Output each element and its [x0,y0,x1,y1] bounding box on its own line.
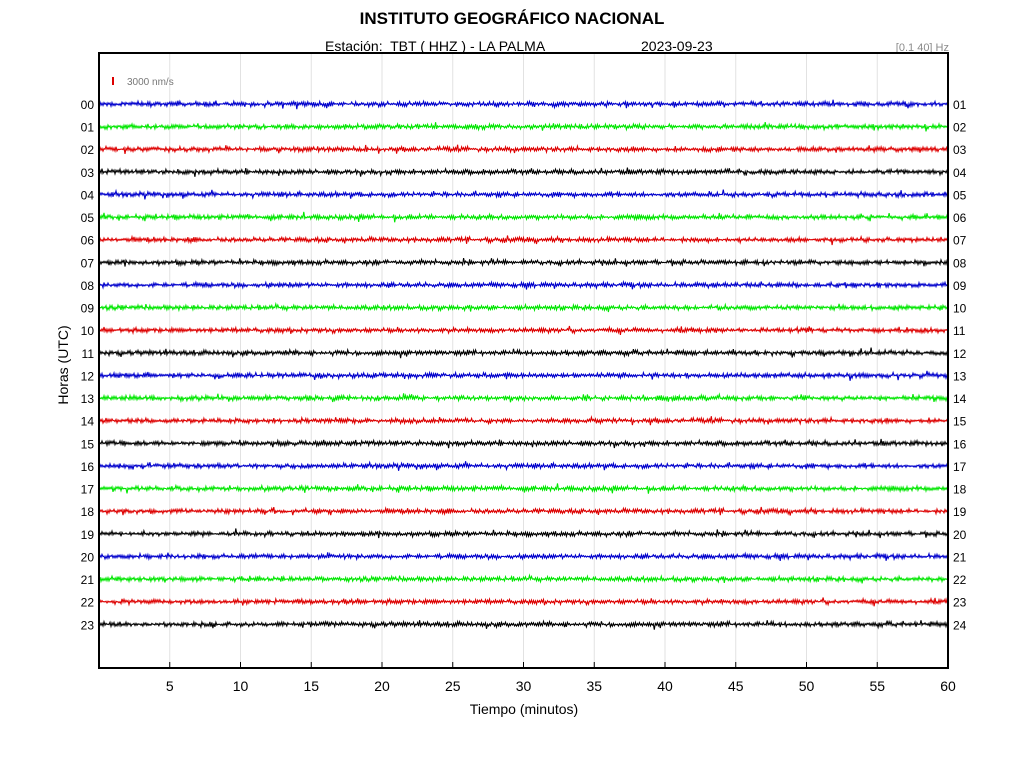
seismic-trace [98,573,949,584]
seismic-trace [98,528,949,539]
x-tick-label: 20 [374,678,390,694]
x-tick-label: 15 [303,678,319,694]
hour-label-right: 03 [953,143,967,157]
hour-label-left: 08 [81,279,95,293]
hour-label-left: 13 [81,392,95,406]
right-hour-labels: 01 02 03 04 05 06 07 08 09 10 11 12 13 14 15 16 17 18 19 20… [953,98,967,632]
hour-label-left: 02 [81,143,95,157]
seismic-trace [98,99,949,110]
hour-label-left: 04 [81,188,95,202]
seismic-trace [98,144,949,155]
hour-label-right: 06 [953,211,967,225]
seismic-trace [98,301,949,313]
seismic-trace [98,415,949,426]
grid-lines [169,53,878,668]
hour-label-right: 22 [953,573,967,587]
x-tick-label: 50 [799,678,815,694]
hour-label-left: 10 [81,324,95,338]
seismic-trace [98,483,949,494]
seismic-trace [98,438,949,449]
hour-label-left: 22 [81,596,95,610]
chart-title: INSTITUTO GEOGRÁFICO NACIONAL [359,9,665,28]
x-tick-label: 55 [869,678,885,694]
hour-label-left: 09 [81,302,95,316]
seismic-trace [98,166,949,178]
hour-label-left: 12 [81,369,95,383]
left-hour-labels: 00 01 02 03 04 05 06 07 08 09 10 11 12 13 14 15 16 17 18 19… [81,98,95,632]
hour-label-left: 05 [81,211,95,225]
hour-label-right: 08 [953,256,967,270]
x-tick-label: 10 [233,678,249,694]
x-tick-label: 45 [728,678,744,694]
hour-label-right: 02 [953,121,967,135]
seismic-trace [98,211,949,223]
hour-label-left: 11 [82,347,95,361]
x-tick-label: 40 [657,678,673,694]
hour-label-right: 24 [953,618,967,632]
hour-label-left: 20 [81,550,95,564]
seismic-trace [98,619,949,630]
x-tick-label: 5 [166,678,174,694]
seismic-trace [98,325,949,336]
hour-label-left: 00 [81,98,95,112]
hour-label-left: 07 [81,256,95,270]
seismic-trace [98,234,949,246]
hour-label-left: 23 [81,618,95,632]
hour-label-right: 14 [953,392,967,406]
hour-label-right: 18 [953,483,967,497]
seismic-trace [98,506,949,516]
seismic-trace [98,347,949,359]
seismic-trace [98,460,949,472]
hour-label-right: 10 [953,302,967,316]
y-axis-label: Horas (UTC) [55,325,71,404]
hour-label-left: 21 [81,573,95,587]
seismic-trace [98,370,949,381]
hour-label-right: 19 [953,505,967,519]
seismic-trace [98,551,949,562]
hour-label-right: 21 [953,550,967,564]
hour-label-right: 17 [953,460,967,474]
seismic-trace [98,596,949,607]
hour-label-left: 06 [81,234,95,248]
x-tick-label: 30 [516,678,532,694]
hour-label-right: 23 [953,596,967,610]
hour-label-right: 12 [953,347,967,361]
hour-label-left: 17 [81,483,95,497]
hour-label-left: 01 [81,121,95,135]
hour-label-right: 01 [953,98,967,112]
amplitude-scale: 3000 nm/s [112,77,174,88]
x-tick-label: 35 [586,678,602,694]
x-tick-labels: 5 10 15 20 25 30 35 40 45 50 55 60 [166,662,956,694]
hour-label-right: 09 [953,279,967,293]
seismic-trace [98,257,949,268]
hour-label-right: 13 [953,369,967,383]
hour-label-left: 16 [81,460,95,474]
seismic-trace [98,188,949,200]
station-label: Estación: TBT ( HHZ ) - LA PALMA [325,38,546,54]
scale-label: 3000 nm/s [127,77,174,88]
hour-label-left: 15 [81,437,95,451]
frequency-band-label: [0.1 40] Hz [895,42,949,54]
seismic-trace [98,121,949,132]
hour-label-left: 03 [81,166,95,180]
x-tick-label: 60 [940,678,956,694]
date-label: 2023-09-23 [641,38,713,54]
hour-label-right: 07 [953,234,967,248]
hour-label-right: 05 [953,188,967,202]
scale-bar [112,77,114,85]
hour-label-left: 19 [81,528,95,542]
x-axis-label: Tiempo (minutos) [470,701,578,717]
x-tick-label: 25 [445,678,461,694]
hour-label-left: 18 [81,505,95,519]
trace-group [98,99,949,630]
hour-label-right: 20 [953,528,967,542]
hour-label-right: 15 [953,415,967,429]
seismic-trace [98,279,949,291]
hour-label-left: 14 [81,415,95,429]
hour-label-right: 11 [953,324,966,338]
hour-label-right: 16 [953,437,967,451]
seismic-trace [98,392,949,404]
hour-label-right: 04 [953,166,967,180]
